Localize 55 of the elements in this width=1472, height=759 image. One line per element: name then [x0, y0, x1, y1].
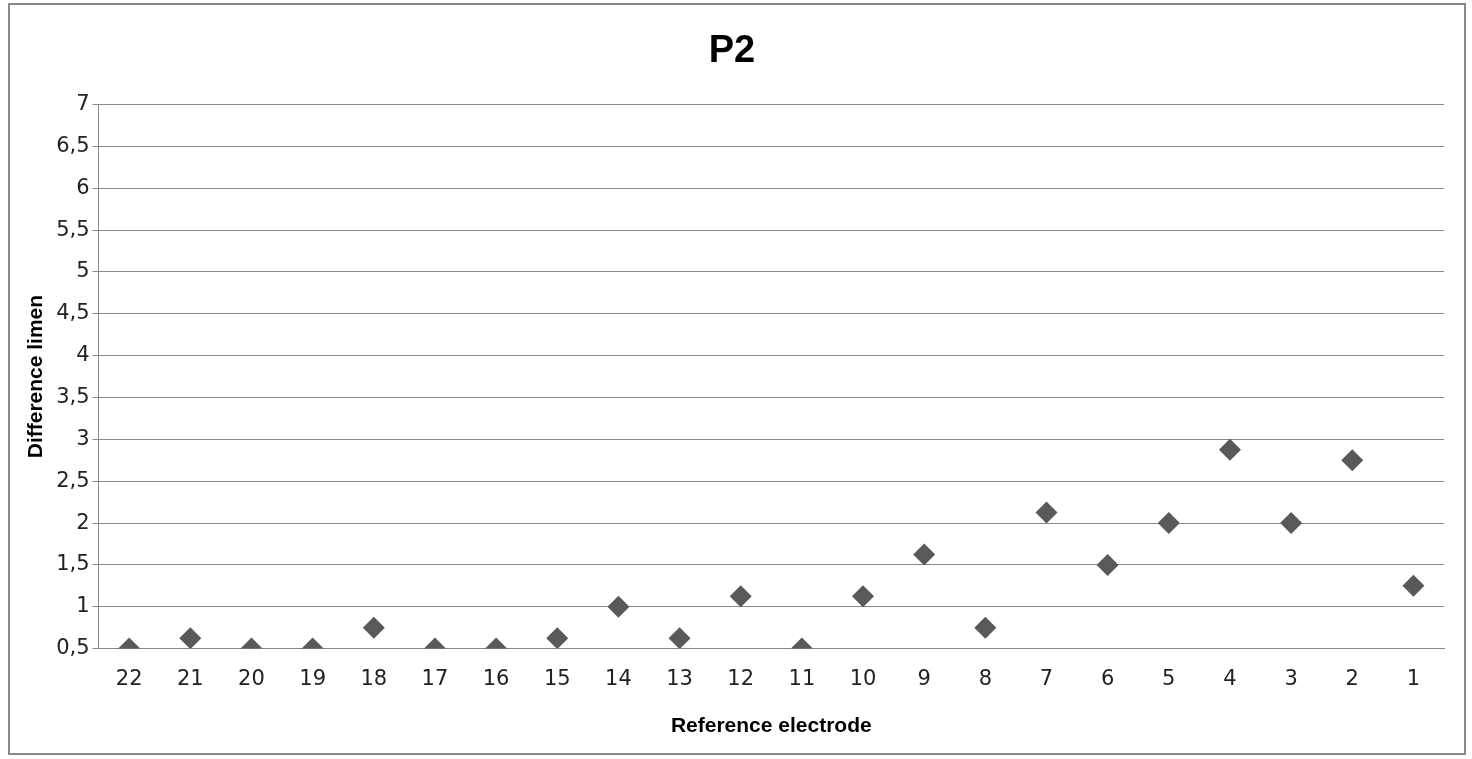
x-tick-label: 6 [1100, 665, 1115, 690]
x-tick-label: 16 [482, 665, 510, 690]
point [1157, 512, 1180, 535]
point [1402, 574, 1425, 597]
x-tick-label: 9 [917, 665, 931, 690]
y-axis-title: Difference limen [23, 294, 47, 459]
y-tick-label: 5,5 [56, 216, 90, 241]
y-tick-label: 0,5 [56, 635, 90, 660]
x-tick-label: 8 [978, 665, 993, 690]
point [729, 585, 752, 608]
chart-title: P2 [708, 28, 756, 71]
x-tick-label: 12 [727, 665, 755, 690]
x-tick-label: 4 [1223, 665, 1237, 690]
y-tick-label: 2 [76, 509, 90, 534]
y-tick-label: 6,5 [56, 132, 90, 157]
point [974, 616, 997, 639]
x-tick-label: 11 [788, 665, 816, 690]
x-tick-label: 20 [238, 665, 265, 690]
point [179, 627, 202, 649]
x-tick-label: 1 [1406, 665, 1421, 690]
x-axis-title: Reference electrode [670, 713, 872, 737]
x-tick-label: 14 [605, 665, 632, 690]
x-tick-label: 19 [299, 665, 327, 690]
x-tick-label: 3 [1284, 665, 1298, 690]
point [1280, 512, 1303, 535]
point [852, 585, 875, 608]
y-tick-label: 3 [76, 425, 90, 450]
point [546, 627, 569, 649]
x-tick-label: 5 [1162, 665, 1176, 690]
x-tick-label: 17 [421, 665, 449, 690]
point [1218, 438, 1241, 461]
y-tick-label: 5 [76, 258, 90, 283]
point [1096, 553, 1119, 576]
x-tick-label: 22 [115, 665, 143, 690]
x-tick-label: 18 [360, 665, 388, 690]
point [1035, 501, 1058, 524]
x-tick-label: 2 [1345, 665, 1359, 690]
point [1341, 449, 1364, 472]
y-tick-label: 6 [76, 174, 90, 199]
y-tick-label: 4,5 [56, 300, 90, 325]
y-tick-label: 3,5 [56, 383, 90, 408]
y-tick-label: 4 [76, 342, 90, 367]
x-tick-label: 15 [543, 665, 571, 690]
x-tick-label: 7 [1039, 665, 1054, 690]
x-tick-label: 10 [849, 665, 877, 690]
point [913, 543, 936, 566]
point [668, 627, 691, 649]
y-tick-label: 1 [76, 593, 90, 618]
y-tick-label: 7 [76, 91, 90, 116]
point [607, 595, 630, 618]
point [362, 616, 385, 639]
y-tick-label: 1,5 [56, 551, 90, 576]
x-tick-label: 21 [176, 665, 204, 690]
y-tick-label: 2,5 [56, 467, 90, 492]
x-tick-label: 13 [666, 665, 693, 690]
